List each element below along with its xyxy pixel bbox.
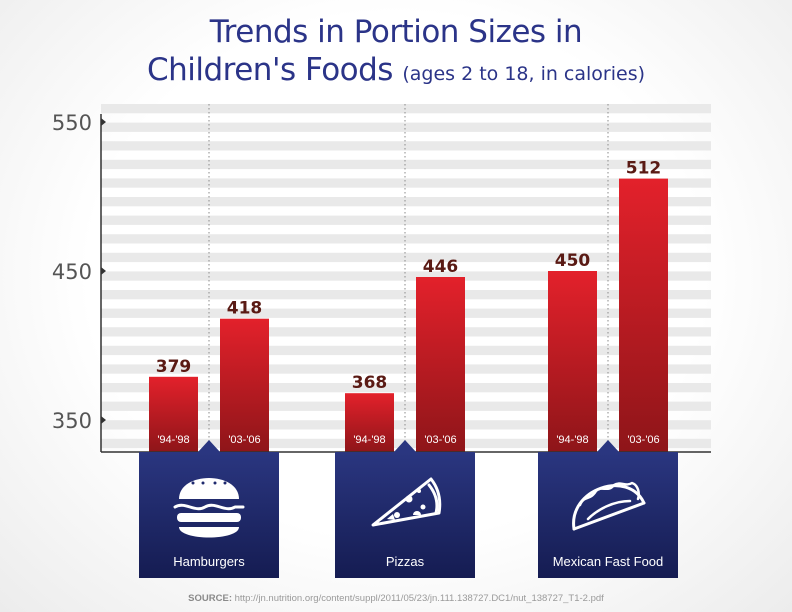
bar-value-label: 450 [555,251,591,271]
bar [619,178,668,452]
taco-icon [572,481,646,531]
bar [220,318,269,452]
y-tick-label: 550 [52,111,92,135]
grid-stripe [101,122,711,132]
period-label: '94-'98 [556,434,588,446]
bar [345,393,394,452]
panel-pointer [198,440,220,452]
bar [416,277,465,452]
bar [548,271,597,452]
bar [149,376,198,452]
bar-value-label: 418 [227,299,263,319]
source-note: SOURCE: http://jn.nutrition.org/content/… [0,593,792,604]
y-tick-label: 450 [52,260,92,284]
period-label: '03-'06 [424,434,456,446]
grid-stripe [101,308,711,318]
source-url[interactable]: http://jn.nutrition.org/content/suppl/20… [234,593,604,604]
pizza-icon [371,477,442,527]
panel-pointer [394,440,416,452]
grid-stripe [101,364,711,374]
grid-stripe [101,271,711,281]
period-label: '03-'06 [228,434,260,446]
category-label: Mexican Fast Food [553,554,664,569]
grid-stripe [101,401,711,411]
grid-stripe [101,159,711,170]
panel-pointer [597,440,619,452]
category-panel [335,452,475,578]
period-label: '94-'98 [157,434,189,446]
grid-stripe [101,215,711,225]
grid-stripe [101,327,711,337]
y-tick-marker [101,118,106,126]
y-tick-label: 350 [52,409,92,433]
y-tick-marker [101,267,106,275]
grid-stripe [101,290,711,300]
bar-value-label: 379 [156,357,192,377]
period-label: '03-'06 [627,434,659,446]
grid-stripe [101,178,711,188]
grid-stripe [101,141,711,151]
category-label: Pizzas [386,554,425,569]
bar-value-label: 446 [423,257,459,277]
y-tick-marker [101,416,106,424]
grid-stripe [101,383,711,393]
grid-stripe [101,234,711,244]
grid-stripe [101,252,711,263]
grid-stripe [101,345,711,356]
hamburger-icon [173,478,245,538]
grid-stripe [101,420,711,430]
chart-title: Children's Foods [146,52,394,88]
bar-value-label: 512 [626,159,662,179]
chart-title-line1: Trends in Portion Sizes in [209,14,583,50]
grid-stripe [101,197,711,207]
grid-stripe [101,104,711,114]
source-label: SOURCE: [188,593,232,604]
category-label: Hamburgers [173,554,245,569]
chart-subtitle: (ages 2 to 18, in calories) [402,63,646,85]
bar-value-label: 368 [352,373,388,393]
chart-title-line2: Children's Foods (ages 2 to 18, in calor… [0,52,792,88]
period-label: '94-'98 [353,434,385,446]
